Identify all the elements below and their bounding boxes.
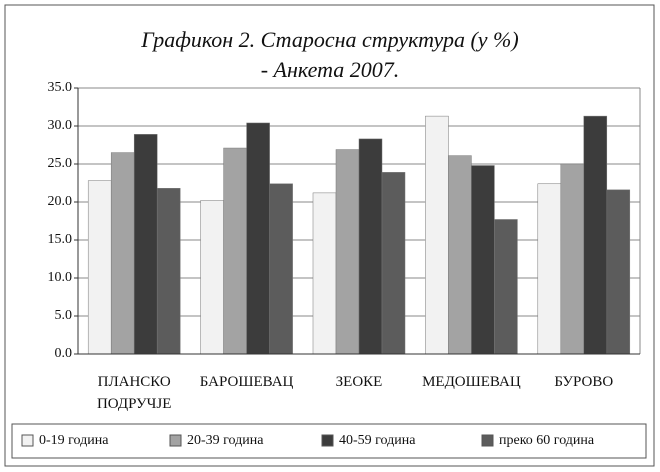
y-tick-label: 15.0	[48, 232, 73, 247]
bar	[537, 183, 562, 355]
legend-frame	[11, 423, 647, 459]
bar	[246, 122, 270, 355]
y-tick-label: 0.0	[55, 346, 73, 361]
bar	[448, 155, 472, 355]
bar	[223, 147, 247, 355]
bar	[560, 163, 585, 355]
bar	[583, 115, 608, 355]
chart-title: Графикон 2. Старосна структура (у %)	[140, 27, 518, 52]
legend-label: преко 60 година	[499, 433, 595, 448]
bar	[494, 219, 518, 355]
x-tick-label: БАРОШЕВАЦ	[199, 374, 294, 390]
y-tick-label: 25.0	[48, 156, 73, 171]
bar	[269, 183, 293, 355]
bar	[87, 180, 112, 355]
bar	[110, 152, 135, 355]
bar	[358, 138, 383, 355]
bar	[312, 192, 337, 355]
x-tick-label: ЗЕОКЕ	[335, 374, 383, 390]
bar	[471, 165, 495, 355]
bar	[381, 172, 406, 355]
y-tick-label: 35.0	[48, 80, 73, 95]
y-tick-label: 30.0	[48, 118, 73, 133]
bar	[425, 115, 449, 355]
y-tick-label: 5.0	[55, 308, 73, 323]
bar	[133, 134, 158, 355]
x-tick-label: МЕДОШЕВАЦ	[422, 374, 521, 390]
bar	[335, 149, 360, 355]
y-tick-label: 10.0	[48, 270, 73, 285]
legend-swatch	[21, 434, 34, 447]
bar	[200, 200, 224, 355]
x-tick-label: БУРОВО	[554, 374, 614, 390]
legend-swatch	[321, 434, 334, 447]
x-tick-label: ПЛАНСКО ПОДРУЧЈЕ	[96, 374, 172, 412]
legend-label: 40-59 година	[339, 433, 416, 448]
legend-label: 0-19 година	[39, 433, 109, 448]
legend-label: 20-39 година	[187, 433, 264, 448]
bar	[156, 188, 181, 355]
bar	[606, 189, 631, 355]
legend-swatch	[169, 434, 182, 447]
y-tick-label: 20.0	[48, 194, 73, 209]
legend-swatch	[481, 434, 494, 447]
chart-title: - Анкета 2007.	[261, 57, 400, 82]
